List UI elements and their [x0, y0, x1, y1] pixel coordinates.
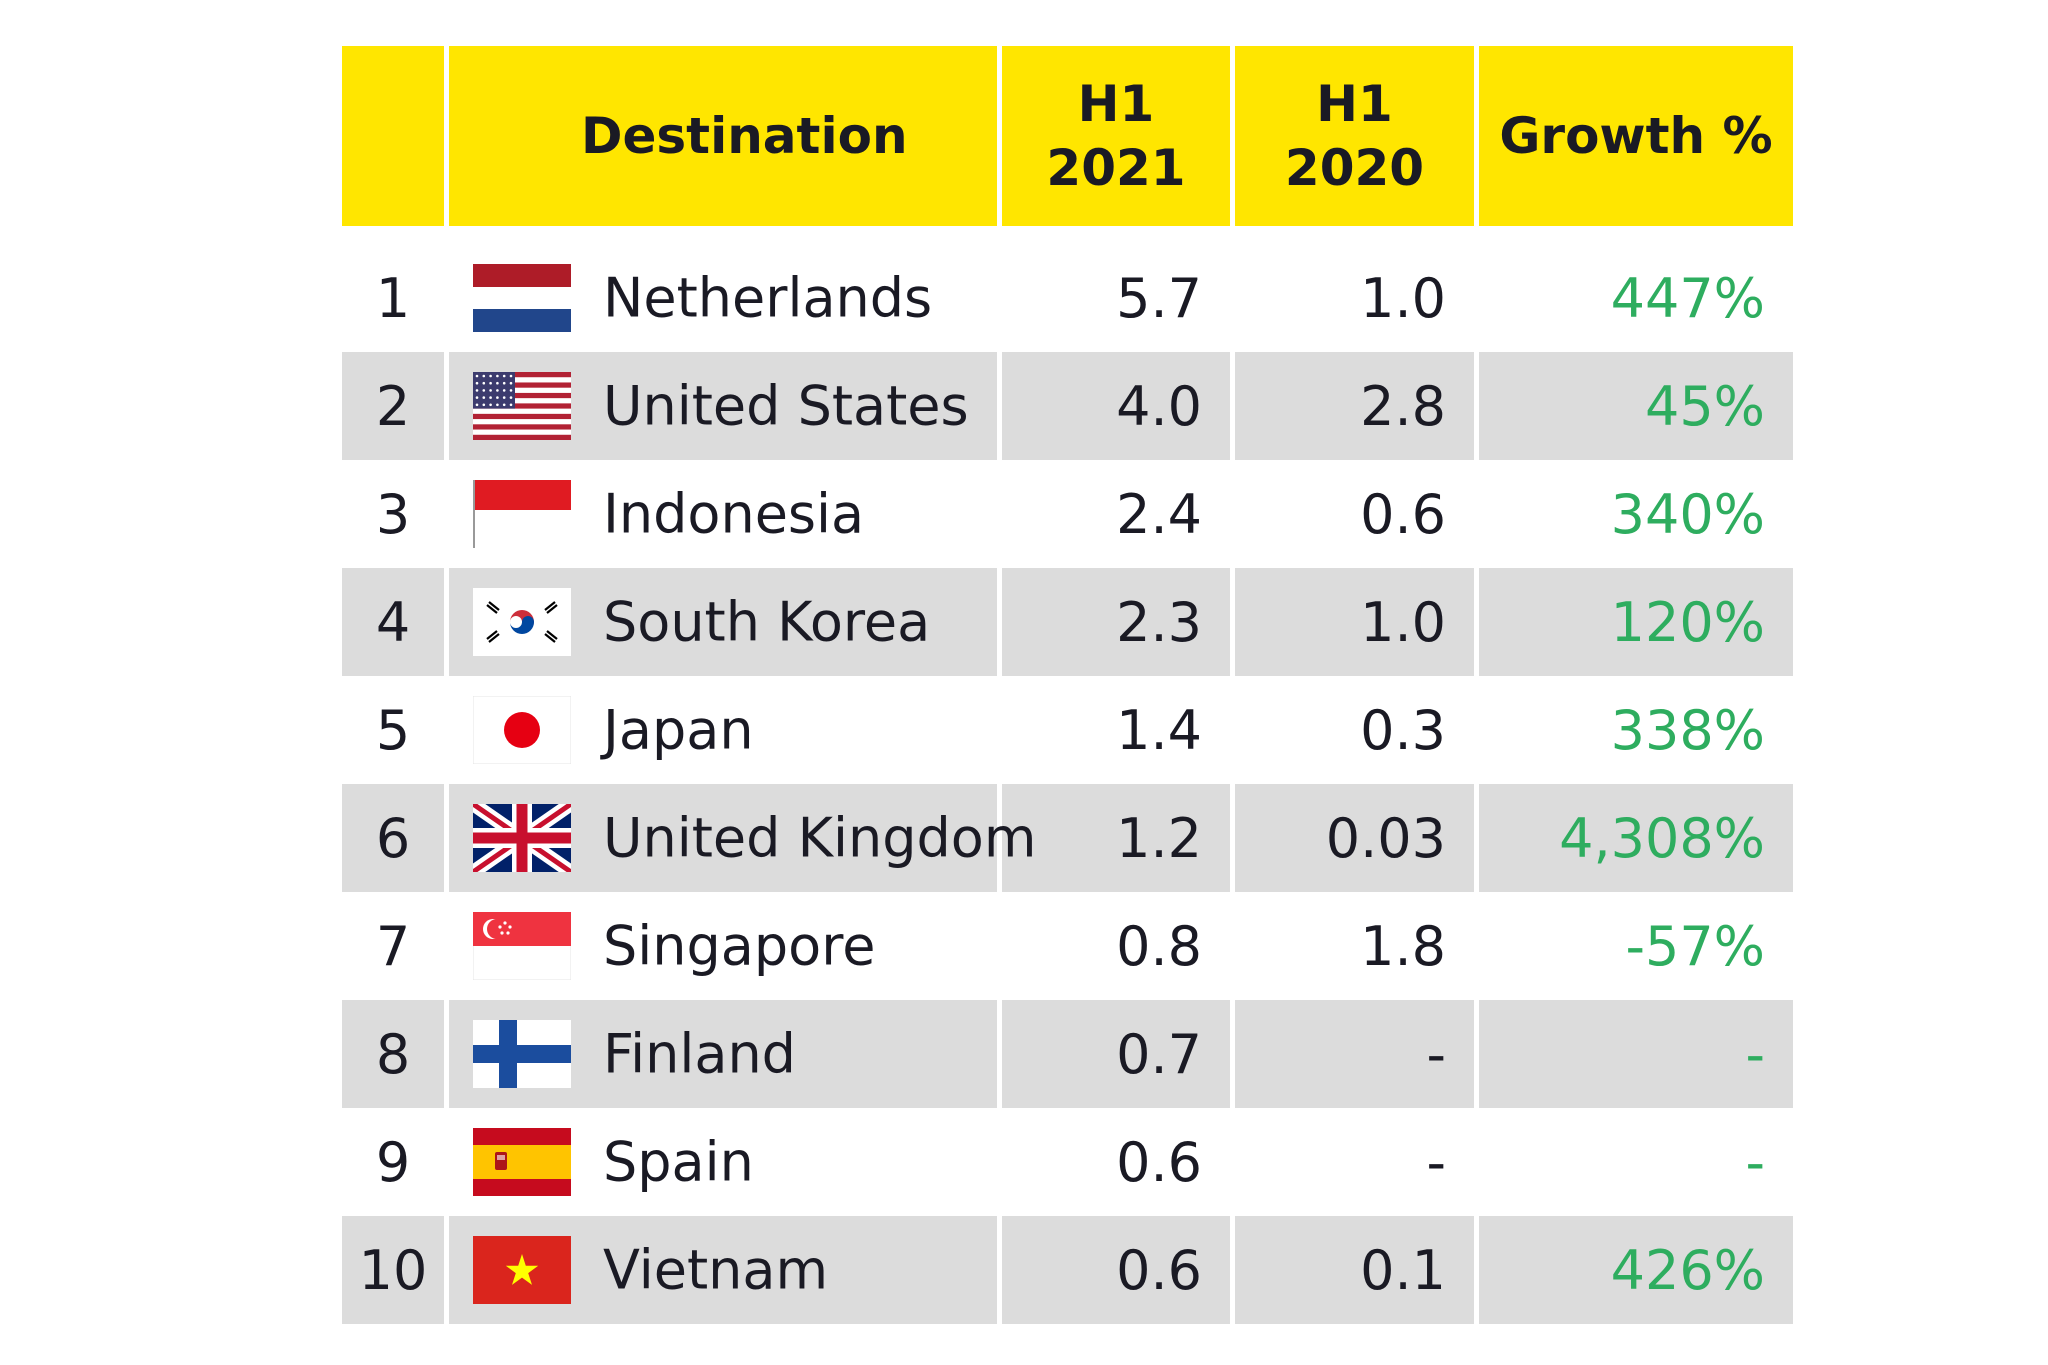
destination-name: South Korea [603, 590, 931, 654]
destination-name: Netherlands [603, 266, 933, 330]
h1-2021-cell: 2.4 [1116, 482, 1202, 546]
finland-flag [473, 1020, 571, 1088]
destination-cell: Spain [449, 1108, 997, 1216]
destination-cell: Singapore [449, 892, 997, 1000]
growth-cell: 338% [1610, 698, 1765, 762]
rank-cell: 6 [342, 784, 444, 892]
destination-name: United Kingdom [603, 806, 1037, 870]
rank-cell: 7 [375, 914, 411, 978]
singapore-flag [473, 912, 571, 980]
rank-cell: 2 [342, 352, 444, 460]
destination-cell: United States [449, 352, 997, 460]
h1-2020-cell: 1.0 [1360, 266, 1446, 330]
table-row: 4 South Korea 2.3 1.0 120% [342, 568, 1793, 676]
destination-cell: Vietnam [449, 1216, 997, 1324]
table-row: 1 Netherlands 5.7 1.0 447% [342, 244, 1793, 352]
h1-2020-cell: - [1426, 1130, 1447, 1194]
h1-2020-cell: 0.6 [1360, 482, 1446, 546]
table-row: 8 Finland 0.7- - [342, 1000, 1793, 1108]
spain-flag [473, 1128, 571, 1196]
rank-cell: 4 [342, 568, 444, 676]
south-korea-flag [473, 588, 571, 656]
destination-name: United States [603, 374, 969, 438]
table-row: 6 United Kingdom 1.2 0.03 4,308% [342, 784, 1793, 892]
table-row: 9 Spain 0.6 - - [342, 1108, 1793, 1216]
header-destination: Destination [449, 46, 997, 244]
h1-2021-cell: 0.7 [1002, 1000, 1230, 1108]
h1-2020-cell: 2.8 [1235, 352, 1474, 460]
growth-cell: 447% [1610, 266, 1765, 330]
rank-cell: 3 [375, 482, 411, 546]
rank-cell: 10 [342, 1216, 444, 1324]
h1-2020-cell: 1.0 [1235, 568, 1474, 676]
growth-cell: - [1745, 1130, 1766, 1194]
h1-2021-cell: 4.0 [1002, 352, 1230, 460]
destination-table-container: Destination H1 2021 H1 2020 Growth % 1 Ne… [342, 46, 1798, 1324]
destination-name: Japan [603, 698, 754, 762]
header-h1-2020-line1: H1 [1316, 75, 1393, 133]
growth-cell: 120% [1479, 568, 1793, 676]
h1-2021-cell: 1.2 [1002, 784, 1230, 892]
h1-2021-cell: 5.7 [1116, 266, 1202, 330]
h1-2021-cell: 0.6 [1002, 1216, 1230, 1324]
table-row: 10 Vietnam 0.6 0.1 426% [342, 1216, 1793, 1324]
destination-cell: South Korea [449, 568, 997, 676]
h1-2021-cell: 0.6 [1116, 1130, 1202, 1194]
destination-cell: Finland [449, 1000, 997, 1108]
japan-flag [473, 696, 571, 764]
h1-2021-cell: 2.3 [1002, 568, 1230, 676]
header-h1-2021: H1 2021 [1002, 46, 1230, 244]
netherlands-flag [473, 264, 571, 332]
h1-2020-cell: 1.8 [1360, 914, 1446, 978]
growth-cell: 340% [1610, 482, 1765, 546]
header-row: Destination H1 2021 H1 2020 Growth % [342, 46, 1793, 244]
destination-cell: Netherlands [449, 244, 997, 352]
growth-cell: 45% [1479, 352, 1793, 460]
indonesia-flag [473, 480, 571, 548]
destination-cell: Indonesia [449, 460, 997, 568]
destination-name: Indonesia [603, 482, 865, 546]
header-h1-2020: H1 2020 [1235, 46, 1474, 244]
table-row: 7 Singapore 0.8 1.8 -57% [342, 892, 1793, 1000]
h1-2021-cell: 1.4 [1116, 698, 1202, 762]
h1-2020-cell: 0.3 [1360, 698, 1446, 762]
header-rank [342, 46, 444, 244]
destination-name: Spain [603, 1130, 754, 1194]
table-row: 5 Japan 1.4 0.3 338% [342, 676, 1793, 784]
h1-2020-cell: - [1235, 1000, 1474, 1108]
header-growth: Growth % [1479, 46, 1793, 244]
growth-cell: 4,308% [1479, 784, 1793, 892]
growth-cell: 426% [1479, 1216, 1793, 1324]
destination-name: Finland [603, 1022, 796, 1086]
destination-name: Vietnam [603, 1238, 829, 1302]
h1-2020-cell: 0.1 [1235, 1216, 1474, 1324]
destination-cell: Japan [449, 676, 997, 784]
destination-cell: United Kingdom [449, 784, 1036, 892]
united-states-flag [473, 372, 571, 440]
table-row: 3 Indonesia 2.4 0.6 340% [342, 460, 1793, 568]
header-h1-2021-line1: H1 [1077, 75, 1155, 133]
rank-cell: 9 [375, 1130, 411, 1194]
rank-cell: 5 [375, 698, 411, 762]
rank-cell: 1 [375, 266, 411, 330]
growth-cell: -57% [1625, 914, 1765, 978]
united-kingdom-flag [473, 804, 571, 872]
destination-name: Singapore [603, 914, 876, 978]
table-row: 2 United States 4.0 2.8 45% [342, 352, 1793, 460]
h1-2020-cell: 0.03 [1235, 784, 1474, 892]
header-h1-2020-line2: 2020 [1284, 139, 1425, 197]
table-body: 1 Netherlands 5.7 1.0 447% 2 United States 4.0 2… [342, 244, 1793, 1324]
header-h1-2021-line2: 2021 [1046, 139, 1186, 197]
growth-cell: - [1479, 1000, 1793, 1108]
rank-cell: 8 [342, 1000, 444, 1108]
destination-table: Destination H1 2021 H1 2020 Growth % 1 Ne… [337, 46, 1798, 1324]
vietnam-flag [473, 1236, 571, 1304]
h1-2021-cell: 0.8 [1116, 914, 1202, 978]
